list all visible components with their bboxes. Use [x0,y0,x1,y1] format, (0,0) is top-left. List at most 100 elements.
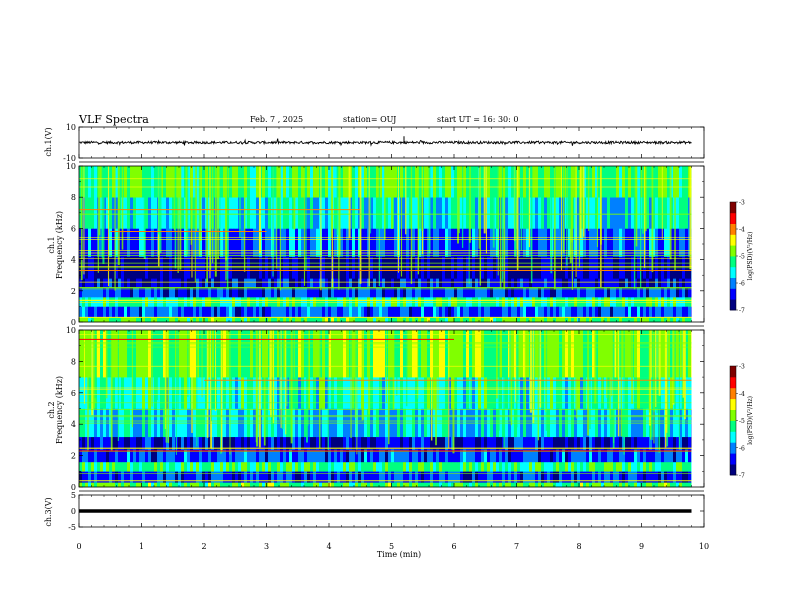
spectrogram-cell [355,297,359,307]
spectrogram-cell [259,297,263,307]
spectrogram-cell [667,408,671,438]
colorbar-segment [730,295,736,298]
spectrogram-cell [481,317,485,323]
spectrogram-cell [214,297,218,307]
spectrogram-cell [601,408,605,438]
spectrogram-cell [280,482,284,488]
sferic-streak [165,330,167,443]
spectrogram-cell [559,461,563,472]
spectrogram-cell [379,166,383,198]
spectrogram-cell [151,482,155,488]
spectrogram-cell [514,278,518,288]
spectrogram-cell [79,330,83,378]
spectrogram-cell [280,306,284,318]
spectrogram-cell [544,287,548,298]
spectrogram-cell [661,317,665,323]
spectrogram-cell [334,228,338,257]
spectrogram-cell [481,197,485,229]
spectrogram-cell [310,482,314,488]
spectrogram-cell [595,317,599,323]
spectrogram-cell [667,471,671,483]
sferic-streak [229,330,231,455]
spectrogram-cell [487,471,491,483]
spectrogram-cell [277,436,281,450]
spectrogram-cell [343,436,347,450]
spectrogram-cell [307,297,311,307]
spectrogram-cell [661,436,665,450]
spectrogram-cell [250,197,254,229]
spectrogram-cell [175,287,179,298]
spectrogram-cell [631,408,635,438]
spectrogram-cell [205,297,209,307]
spectrogram-cell [472,482,476,488]
spectrogram-cell [424,461,428,472]
spectrogram-cell [157,436,161,450]
spectrogram-cell [184,471,188,483]
spectrogram-cell [595,306,599,318]
spectrogram-cell [79,306,83,318]
spectrogram-cell [616,449,620,463]
spectrogram-cell [655,461,659,472]
spectrogram-cell [235,377,239,409]
spectrogram-cell [637,297,641,307]
spectrogram-cell [241,317,245,323]
sferic-streak [276,166,278,269]
spectrogram-cell [220,306,224,318]
spectrogram-cell [316,228,320,257]
spectrogram-cell [292,317,296,323]
colorbar-segment [730,241,736,244]
spectrogram-cell [124,166,128,198]
spectrogram-cell [484,436,488,450]
spectrogram-cell [469,297,473,307]
spectrogram-cell [232,408,236,438]
spectrogram-cell [283,297,287,307]
spectrogram-cell [538,306,542,318]
spectrogram-cell [226,317,230,323]
spectrogram-cell [127,377,131,409]
spectrogram-cell [688,306,692,318]
spectrogram-cell [568,317,572,323]
spectrogram-cell [637,278,641,288]
spectrogram-cell [655,166,659,198]
x-tick-label: 4 [326,542,331,551]
spectrogram-cell [379,377,383,409]
spectrogram-cell [601,166,605,198]
spectrogram-cell [187,449,191,463]
spectrogram-cell [388,228,392,257]
spectrogram-cell [82,377,86,409]
spectrogram-cell [208,278,212,288]
spectrogram-cell [586,306,590,318]
sferic-streak [631,330,634,404]
spectrogram-cell [445,287,449,298]
sferic-streak [305,166,307,271]
spectrogram-cell [367,408,371,438]
spectrogram-cell [604,287,608,298]
spectrogram-cell [130,228,134,257]
spectrogram-cell [538,197,542,229]
spectrogram-cell [418,377,422,409]
spectrogram-cell [193,317,197,323]
spectrogram-cell [97,330,101,378]
spectrogram-cell [331,377,335,409]
spectrogram-cell [316,436,320,450]
spectrogram-cell [238,287,242,298]
spectrogram-cell [622,306,626,318]
spectrogram-cell [394,436,398,450]
spectrogram-cell [157,461,161,472]
spectrogram-cell [148,306,152,318]
spectrogram-cell [526,228,530,257]
spectrogram-cell [244,317,248,323]
spectrogram-cell [97,306,101,318]
spectrogram-cell [349,317,353,323]
spectrogram-cell [511,482,515,488]
spectrogram-cell [394,166,398,198]
spectrogram-cell [241,306,245,318]
spectrogram-cell [313,228,317,257]
spectrogram-cell [655,278,659,288]
spectrogram-cell [502,297,506,307]
spectrogram-cell [229,287,233,298]
spectrogram-cell [619,377,623,409]
spectrogram-cell [343,228,347,257]
spectrogram-cell [523,278,527,288]
spectrogram-cell [607,471,611,483]
